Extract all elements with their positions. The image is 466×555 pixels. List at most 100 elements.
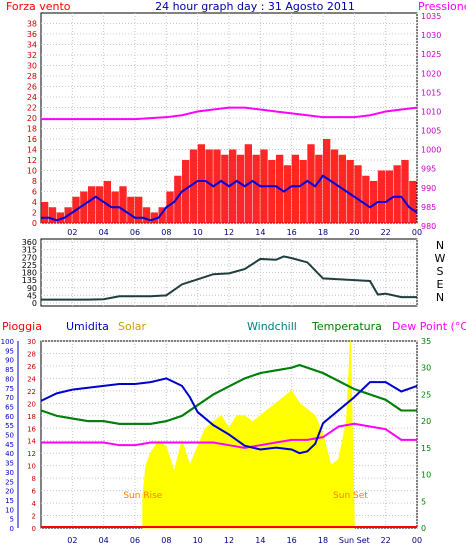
- humidity-y-tick: 10: [5, 506, 14, 514]
- dewpoint-line: [41, 422, 417, 449]
- legend-label: Temperatura: [311, 320, 382, 333]
- wind-y-tick: 30: [27, 62, 37, 71]
- wind-x-tick: 16: [287, 228, 297, 237]
- wind-x-tick: 06: [130, 228, 140, 237]
- weather-x-tick: 08: [161, 536, 171, 545]
- humidity-y-tick: 90: [5, 357, 14, 365]
- direction-line: [41, 255, 417, 301]
- weather-x-tick: 14: [255, 536, 265, 545]
- wind-gust-bar: [56, 212, 64, 223]
- pressure-y-tick: 995: [421, 165, 436, 174]
- wind-gust-bar: [401, 160, 409, 223]
- rain-y-tick: 26: [27, 363, 36, 371]
- sun-event-label: Sun Set: [333, 491, 368, 501]
- weather-x-tick: 02: [67, 536, 77, 545]
- wind-gust-bar: [299, 160, 307, 223]
- wind-gust-bar: [236, 154, 245, 223]
- humidity-y-tick: 30: [5, 469, 14, 477]
- pressure-y-tick: 990: [421, 184, 436, 193]
- legend-label: Dew Point (°C): [392, 320, 466, 333]
- wind-y-tick: 34: [27, 41, 37, 50]
- wind-gust-bar: [377, 170, 386, 223]
- rain-y-tick: 12: [27, 450, 36, 458]
- compass-e: E: [437, 278, 444, 291]
- wind-gust-bar: [252, 154, 260, 223]
- wind-gust-bar: [41, 202, 49, 223]
- wind-x-tick: 22: [381, 228, 391, 237]
- rain-y-tick: 4: [32, 500, 37, 508]
- humidity-y-tick: 100: [1, 338, 14, 346]
- humidity-y-tick: 15: [5, 497, 14, 505]
- weather-x-tick: 04: [99, 536, 109, 545]
- humidity-y-tick: 20: [5, 488, 14, 496]
- wind-gust-bar: [80, 191, 88, 223]
- wind-y-tick: 28: [27, 72, 37, 81]
- direction-y-tick: 360: [22, 238, 37, 247]
- pressure-y-tick: 1010: [421, 107, 441, 116]
- wind-gust-bar: [205, 149, 213, 223]
- humidity-line: [40, 377, 418, 455]
- direction-y-tick: 315: [22, 246, 37, 255]
- weather-x-tick: 18: [318, 536, 328, 545]
- wind-gust-bar: [362, 175, 370, 223]
- humidity-y-tick: 95: [5, 347, 14, 355]
- humidity-y-tick: 25: [5, 478, 14, 486]
- legend-label: Umidita: [66, 320, 109, 333]
- wind-gust-bar: [119, 186, 127, 223]
- wind-gust-bar: [330, 149, 339, 223]
- direction-y-tick: 90: [27, 284, 37, 293]
- pressure-y-tick: 1000: [421, 146, 441, 155]
- wind-x-tick: 14: [255, 228, 265, 237]
- temperature-y-tick: 35: [421, 337, 431, 346]
- temperature-y-tick: 5: [421, 497, 426, 506]
- wind-gust-bar: [370, 181, 378, 223]
- humidity-y-tick: 40: [5, 450, 14, 458]
- rain-y-tick: 30: [27, 338, 36, 346]
- rain-y-tick: 0: [32, 525, 36, 533]
- rain-y-tick: 24: [27, 375, 36, 383]
- direction-y-tick: 45: [27, 291, 37, 300]
- wind-gust-bar: [142, 207, 151, 223]
- solar-area: [142, 340, 355, 529]
- pressure-y-tick: 1030: [421, 31, 441, 40]
- weather-panel-legend: Pioggia Umidita Solar Windchill Temperatura D…: [2, 320, 466, 333]
- direction-y-tick: 270: [22, 253, 37, 262]
- wind-gust-bar: [182, 160, 190, 223]
- wind-y-tick: 0: [32, 219, 37, 228]
- wind-panel-series: [41, 106, 418, 223]
- chart-title: 24 hour graph day : 31 Agosto 2011: [155, 0, 355, 13]
- pressure-y-tick: 1025: [421, 50, 441, 59]
- wind-gust-bar: [283, 165, 292, 223]
- weather-x-tick: 16: [287, 536, 297, 545]
- rain-y-tick: 20: [27, 400, 36, 408]
- humidity-y-tick: 80: [5, 375, 14, 383]
- rain-y-tick: 2: [32, 513, 36, 521]
- compass-n: N: [436, 291, 444, 304]
- humidity-y-tick: 85: [5, 366, 14, 374]
- wind-gust-bar: [213, 149, 221, 223]
- humidity-y-tick: 35: [5, 460, 14, 468]
- humidity-y-tick: 60: [5, 413, 14, 421]
- humidity-y-tick: 50: [5, 432, 14, 440]
- rain-y-tick: 22: [27, 388, 36, 396]
- wind-gust-bar: [174, 175, 182, 223]
- wind-y-tick: 18: [27, 125, 37, 134]
- wind-y-tick: 6: [32, 188, 37, 197]
- direction-panel-series: [41, 255, 417, 301]
- wind-gust-bar: [268, 160, 276, 223]
- wind-gust-bar: [221, 154, 229, 223]
- wind-gust-bar: [95, 186, 104, 223]
- wind-gust-bar: [346, 160, 354, 223]
- rain-y-tick: 10: [27, 463, 36, 471]
- humidity-y-tick: 55: [5, 422, 14, 430]
- wind-gust-bar: [197, 144, 205, 223]
- wind-gust-bar: [103, 181, 111, 223]
- weather-x-tick: 00: [412, 536, 422, 545]
- rain-y-tick: 16: [27, 425, 36, 433]
- wind-y-tick: 22: [27, 104, 37, 113]
- wind-y-tick: 4: [32, 198, 37, 207]
- wind-average-line: [41, 174, 418, 222]
- wind-gust-bar: [135, 196, 143, 223]
- wind-y-tick: 16: [27, 135, 37, 144]
